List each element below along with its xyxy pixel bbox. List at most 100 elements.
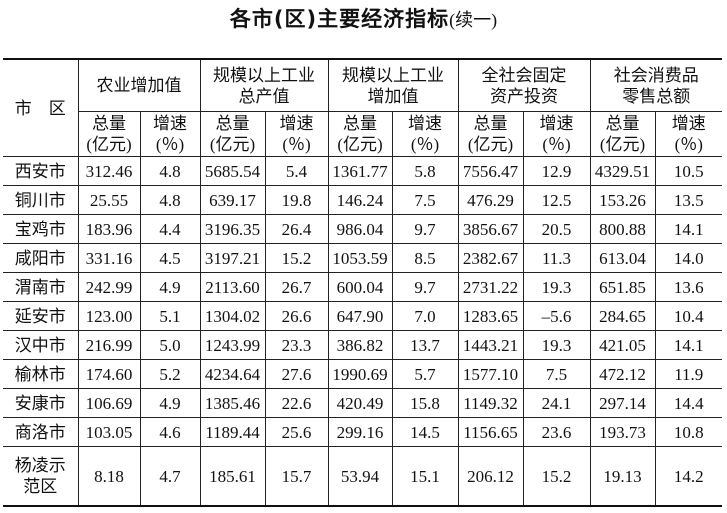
subheader-line: (亿元) — [599, 135, 646, 154]
group-header-line: 资产投资 — [490, 86, 558, 106]
group-header-line: 增加值 — [367, 86, 419, 106]
data-cell: 5685.54 — [199, 156, 266, 186]
data-cell: 14.5 — [391, 417, 459, 447]
data-row: 渭南市 242.99 4.9 2113.60 26.7 600.04 9.7 2731.22 1… — [3, 272, 722, 302]
data-cell: 174.60 — [77, 359, 141, 389]
data-cell: 600.04 — [327, 272, 393, 302]
data-cell: 15.8 — [391, 388, 459, 418]
subheader-line: (％) — [674, 135, 703, 154]
data-cell: 1361.77 — [327, 156, 393, 186]
subheader-line: 增速 — [153, 114, 187, 133]
subheader-line: 增速 — [671, 114, 706, 133]
data-cell: 8.18 — [77, 446, 141, 507]
data-row: 榆林市 174.60 5.2 4234.64 27.6 1990.69 5.7 1577.10… — [3, 359, 722, 389]
subheader-line: (％) — [282, 135, 311, 154]
subheader: 增速 (％) — [264, 111, 329, 157]
subheader-line: 总量 — [215, 114, 250, 133]
region-name-line: 宝鸡市 — [14, 219, 66, 239]
region-name-line: 杨凌示 — [14, 456, 66, 475]
data-cell: 4.9 — [139, 388, 201, 418]
corner-cell: 市 区 — [3, 58, 79, 157]
data-cell: 15.7 — [264, 446, 329, 507]
region-name-line: 商洛市 — [14, 422, 66, 442]
subheader-line: (亿元) — [209, 135, 256, 154]
group-header-line: 总产值 — [238, 86, 290, 106]
data-cell: 123.00 — [77, 301, 141, 331]
data-cell: 146.24 — [327, 185, 393, 215]
data-cell: 800.88 — [589, 214, 656, 244]
subheader: 增速 (％) — [654, 111, 722, 157]
data-cell: 472.12 — [589, 359, 656, 389]
data-cell: 312.46 — [77, 156, 141, 186]
data-cell: 26.7 — [264, 272, 329, 302]
data-cell: 12.5 — [522, 185, 591, 215]
data-cell: 4234.64 — [199, 359, 266, 389]
data-cell: 25.55 — [77, 185, 141, 215]
data-cell: 20.5 — [522, 214, 591, 244]
subheader-line: 总量 — [605, 114, 640, 133]
subheader: 总量 (亿元) — [327, 111, 393, 157]
data-cell: 647.90 — [327, 301, 393, 331]
data-cell: 185.61 — [199, 446, 266, 507]
data-cell: 153.26 — [589, 185, 656, 215]
data-cell: 386.82 — [327, 330, 393, 360]
region-name: 商洛市 — [3, 417, 79, 447]
group-header-line: 规模以上工业 — [342, 65, 444, 85]
subheader: 总量 (亿元) — [457, 111, 524, 157]
group-header-line: 全社会固定 — [481, 65, 567, 85]
region-name: 安康市 — [3, 388, 79, 418]
data-cell: 4.6 — [139, 417, 201, 447]
data-cell: 103.05 — [77, 417, 141, 447]
data-cell: 4329.51 — [589, 156, 656, 186]
data-cell: 284.65 — [589, 301, 656, 331]
data-cell: 13.7 — [391, 330, 459, 360]
subheader: 总量 (亿元) — [199, 111, 266, 157]
data-cell: 10.5 — [654, 156, 722, 186]
data-table: 市 区农业增加值 规模以上工业 总产值 规模以上工业 增加值 全社会固定 资产投资 社会消费品… — [3, 58, 722, 507]
subheader-line: 增速 — [539, 114, 574, 133]
group-header: 社会消费品 零售总额 — [589, 58, 722, 112]
data-cell: 1053.59 — [327, 243, 393, 273]
data-cell: 19.3 — [522, 272, 591, 302]
region-name: 延安市 — [3, 301, 79, 331]
data-cell: 1304.02 — [199, 301, 266, 331]
data-row: 延安市 123.00 5.1 1304.02 26.6 647.90 7.0 1283.65–… — [3, 301, 722, 331]
region-name: 咸阳市 — [3, 243, 79, 273]
data-cell: 2731.22 — [457, 272, 524, 302]
data-cell: 1443.21 — [457, 330, 524, 360]
data-cell: 1149.32 — [457, 388, 524, 418]
data-cell: 1243.99 — [199, 330, 266, 360]
data-cell: 10.8 — [654, 417, 722, 447]
data-cell: 1189.44 — [199, 417, 266, 447]
region-name-line: 咸阳市 — [14, 248, 66, 268]
data-row: 西安市 312.46 4.8 5685.54 5.4 1361.77 5.8 7556.47 1… — [3, 156, 722, 186]
region-name-line: 延安市 — [14, 306, 66, 326]
region-name: 西安市 — [3, 156, 79, 186]
data-cell: 27.6 — [264, 359, 329, 389]
subheader-line: (％) — [155, 135, 185, 154]
subheader-line: (亿元) — [86, 135, 132, 154]
group-header: 全社会固定 资产投资 — [457, 58, 591, 112]
data-cell: 11.9 — [654, 359, 722, 389]
data-cell: 651.85 — [589, 272, 656, 302]
subheader: 增速 (％) — [391, 111, 459, 157]
data-cell: 4.4 — [139, 214, 201, 244]
data-cell: 1283.65 — [457, 301, 524, 331]
subheader-line: 增速 — [279, 114, 314, 133]
data-cell: 15.1 — [391, 446, 459, 507]
data-cell: 7.5 — [391, 185, 459, 215]
data-cell: 14.1 — [654, 330, 722, 360]
data-cell: 5.2 — [139, 359, 201, 389]
data-cell: 11.3 — [522, 243, 591, 273]
data-cell: 8.5 — [391, 243, 459, 273]
data-cell: 7.0 — [391, 301, 459, 331]
data-cell: 639.17 — [199, 185, 266, 215]
data-cell: 1577.10 — [457, 359, 524, 389]
data-cell: 299.16 — [327, 417, 393, 447]
data-cell: 10.4 — [654, 301, 722, 331]
data-cell: 26.6 — [264, 301, 329, 331]
data-cell: 1990.69 — [327, 359, 393, 389]
region-name: 杨凌示 范区 — [3, 446, 79, 507]
region-name-line: 范区 — [23, 477, 58, 496]
